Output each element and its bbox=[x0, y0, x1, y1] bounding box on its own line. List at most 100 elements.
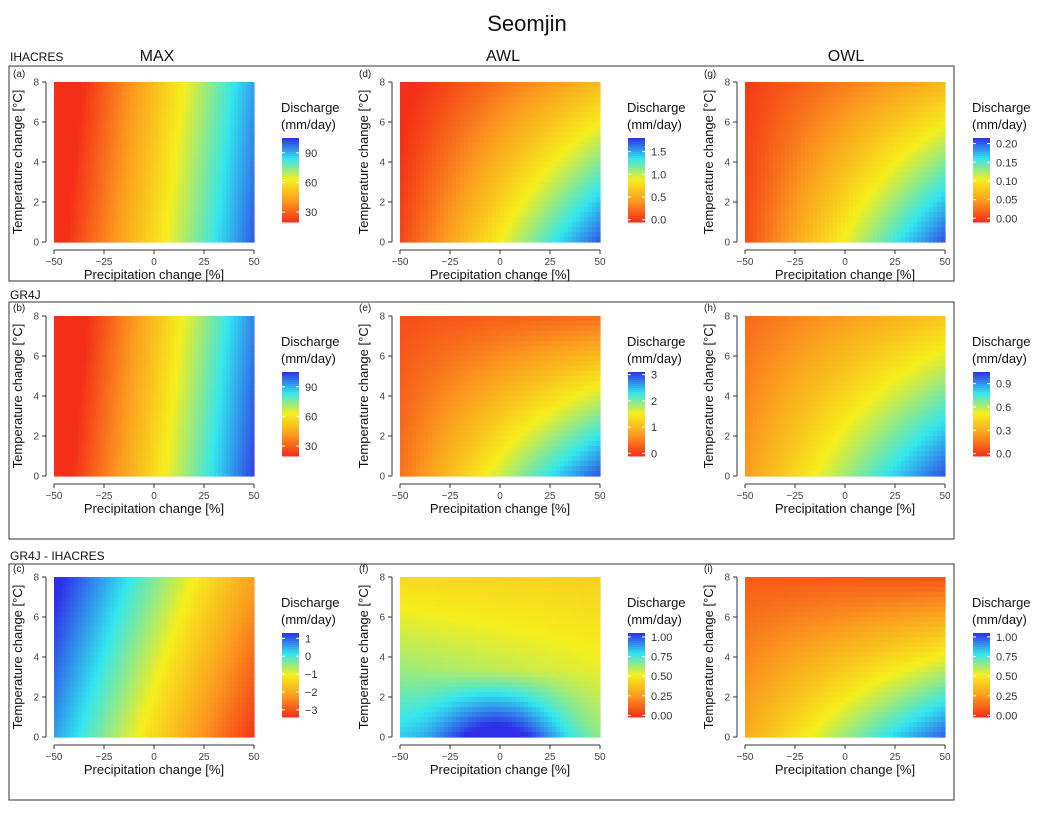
heatmap-cell bbox=[138, 411, 143, 417]
heatmap-cell bbox=[206, 431, 211, 437]
heatmap-cell bbox=[126, 396, 131, 402]
heatmap-cell bbox=[62, 356, 67, 362]
heatmap-cell bbox=[102, 431, 107, 437]
heatmap-cell bbox=[226, 361, 231, 367]
heatmap-cell bbox=[230, 147, 235, 153]
heatmap-cell bbox=[178, 426, 183, 432]
heatmap-cell bbox=[78, 122, 83, 128]
heatmap-cell bbox=[226, 107, 231, 113]
heatmap-cell bbox=[214, 82, 219, 88]
heatmap-cell bbox=[210, 582, 215, 588]
heatmap-cell bbox=[174, 87, 179, 93]
heatmap-cell bbox=[218, 152, 223, 158]
heatmap-cell bbox=[138, 431, 143, 437]
heatmap-cell bbox=[66, 587, 71, 593]
heatmap-cell bbox=[222, 142, 227, 148]
heatmap-cell bbox=[170, 162, 175, 168]
heatmap-cell bbox=[94, 82, 99, 88]
heatmap-cell bbox=[74, 386, 79, 392]
heatmap-cell bbox=[162, 192, 167, 198]
heatmap-cell bbox=[238, 321, 243, 327]
heatmap-cell bbox=[234, 127, 239, 133]
heatmap-cell bbox=[250, 167, 255, 173]
heatmap-cell bbox=[114, 587, 119, 593]
heatmap-cell bbox=[98, 577, 103, 583]
heatmap-cell bbox=[182, 197, 187, 203]
heatmap-cell bbox=[78, 451, 83, 457]
heatmap-cell bbox=[78, 232, 83, 238]
heatmap-cell bbox=[214, 351, 219, 357]
heatmap-cell bbox=[170, 461, 175, 467]
heatmap-cell bbox=[98, 157, 103, 163]
heatmap-cell bbox=[74, 406, 79, 412]
heatmap-cell bbox=[226, 147, 231, 153]
heatmap-cell bbox=[94, 97, 99, 103]
heatmap-cell bbox=[214, 217, 219, 223]
heatmap-cell bbox=[90, 416, 95, 422]
heatmap-cell bbox=[138, 232, 143, 238]
heatmap-cell bbox=[110, 436, 115, 442]
heatmap-cell bbox=[210, 197, 215, 203]
heatmap-cell bbox=[166, 137, 171, 143]
heatmap-cell bbox=[226, 92, 231, 98]
heatmap-cell bbox=[202, 132, 207, 138]
heatmap-cell bbox=[146, 381, 151, 387]
colorbar-tick-label: 60 bbox=[305, 177, 317, 189]
heatmap-cell bbox=[214, 147, 219, 153]
heatmap-cell bbox=[198, 237, 203, 243]
heatmap-cell bbox=[122, 97, 127, 103]
heatmap-cell bbox=[130, 326, 135, 332]
heatmap-cell bbox=[70, 112, 75, 118]
heatmap-cell bbox=[158, 331, 163, 337]
heatmap-cell bbox=[190, 152, 195, 158]
heatmap-cell bbox=[226, 451, 231, 457]
heatmap-cell bbox=[230, 102, 235, 108]
heatmap-cell bbox=[178, 207, 183, 213]
heatmap-cell bbox=[114, 411, 119, 417]
heatmap-cell bbox=[202, 117, 207, 123]
heatmap-cell bbox=[98, 582, 103, 588]
heatmap-cell bbox=[82, 102, 87, 108]
heatmap-cell bbox=[134, 351, 139, 357]
heatmap-cell bbox=[182, 326, 187, 332]
heatmap-cell bbox=[70, 592, 75, 598]
heatmap-cell bbox=[118, 127, 123, 133]
heatmap-cell bbox=[138, 607, 143, 613]
heatmap-cell bbox=[106, 316, 111, 322]
heatmap-cell bbox=[122, 107, 127, 113]
heatmap-cell bbox=[90, 117, 95, 123]
heatmap-cell bbox=[70, 577, 75, 583]
heatmap-cell bbox=[118, 202, 123, 208]
heatmap-cell bbox=[118, 212, 123, 218]
heatmap-cell bbox=[126, 391, 131, 397]
heatmap-cell bbox=[110, 471, 115, 477]
heatmap-cell bbox=[102, 577, 107, 583]
heatmap-cell bbox=[190, 582, 195, 588]
heatmap-cell bbox=[70, 202, 75, 208]
heatmap-cell bbox=[182, 237, 187, 243]
heatmap-cell bbox=[210, 456, 215, 462]
heatmap-cell bbox=[94, 147, 99, 153]
heatmap-cell bbox=[102, 172, 107, 178]
heatmap-cell bbox=[66, 162, 71, 168]
heatmap-cell bbox=[238, 602, 243, 608]
heatmap-cell bbox=[222, 102, 227, 108]
heatmap-cell bbox=[170, 232, 175, 238]
heatmap-cell bbox=[202, 582, 207, 588]
heatmap-cell bbox=[94, 177, 99, 183]
heatmap-cell bbox=[170, 406, 175, 412]
heatmap-cell bbox=[94, 592, 99, 598]
heatmap-cell bbox=[90, 137, 95, 143]
heatmap-cell bbox=[122, 396, 127, 402]
heatmap-cell bbox=[170, 187, 175, 193]
heatmap-cell bbox=[126, 321, 131, 327]
heatmap-cell bbox=[202, 426, 207, 432]
x-tick-label: −50 bbox=[46, 491, 63, 502]
heatmap-cell bbox=[218, 112, 223, 118]
heatmap-cell bbox=[166, 232, 171, 238]
heatmap-cell bbox=[246, 346, 251, 352]
heatmap-cell bbox=[94, 237, 99, 243]
heatmap-cell bbox=[102, 147, 107, 153]
heatmap-cell bbox=[70, 87, 75, 93]
heatmap-cell bbox=[186, 381, 191, 387]
